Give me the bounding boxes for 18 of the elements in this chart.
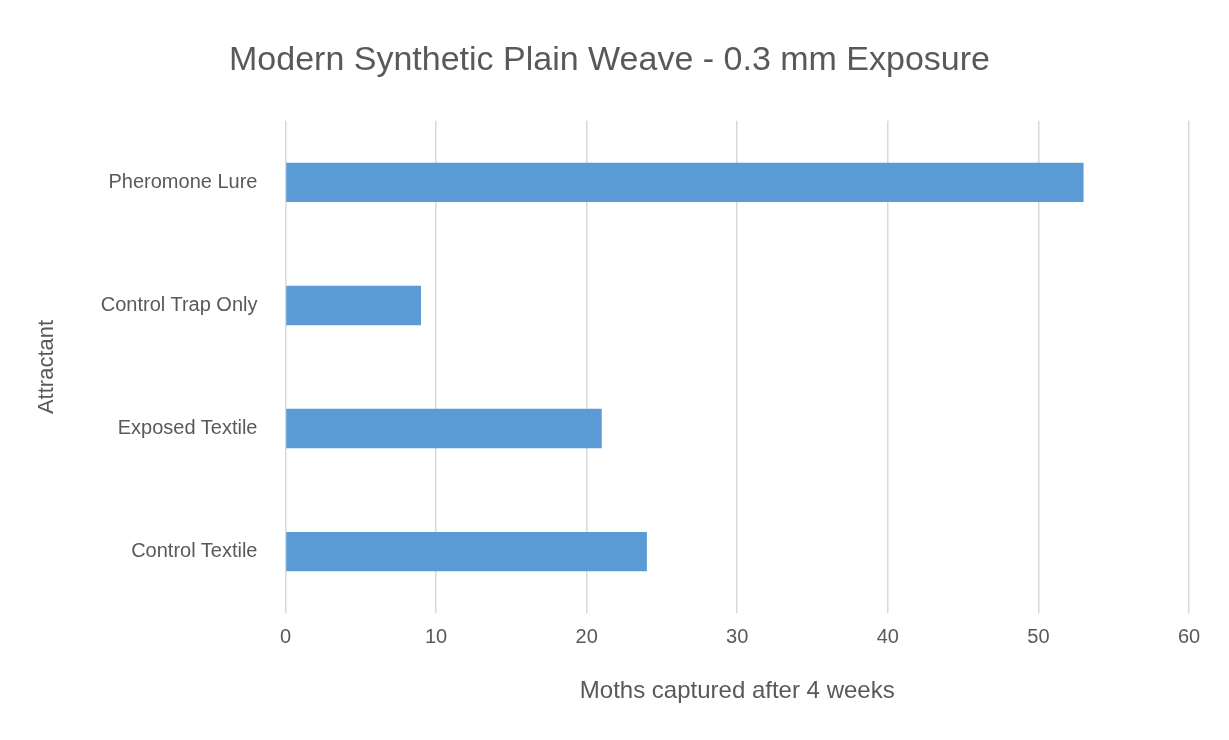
bar xyxy=(286,408,602,449)
x-tick-label: 0 xyxy=(279,624,292,647)
y-tick-label: Control Textile xyxy=(131,539,258,562)
bar xyxy=(286,531,647,572)
bar xyxy=(286,285,422,326)
x-tick-label: 30 xyxy=(726,624,749,647)
y-tick-label: Control Trap Only xyxy=(100,292,258,315)
x-tick-label: 10 xyxy=(424,624,448,647)
y-axis-title: Attractant xyxy=(33,319,59,415)
y-tick-label: Pheromone Lure xyxy=(108,169,258,192)
x-tick-label: 60 xyxy=(1177,624,1201,647)
bar xyxy=(286,162,1084,203)
y-tick-label: Exposed Textile xyxy=(117,416,258,439)
x-axis-title: Moths captured after 4 weeks xyxy=(579,676,895,704)
chart-title: Modern Synthetic Plain Weave - 0.3 mm Exposure xyxy=(229,38,990,77)
x-tick-label: 20 xyxy=(575,624,598,647)
x-tick-label: 40 xyxy=(876,624,899,647)
x-tick-label: 50 xyxy=(1027,624,1050,647)
